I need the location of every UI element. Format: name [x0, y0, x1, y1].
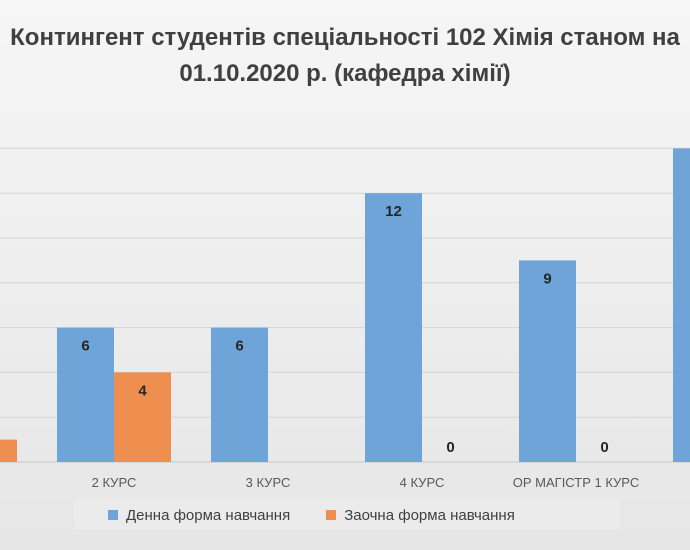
bar-full-time-5	[673, 148, 690, 462]
legend: Денна форма навчання Заочна форма навчан…	[74, 500, 620, 530]
data-label: 4	[138, 382, 147, 399]
chart-title-line-2: 01.10.2020 р. (кафедра хімії)	[179, 60, 511, 87]
bar-full-time-4	[519, 260, 576, 462]
x-tick-label: 3 КУРС	[246, 475, 291, 490]
data-label: 0	[600, 439, 608, 456]
bar-full-time-3	[365, 193, 422, 462]
legend-label-series-1: Денна форма навчання	[126, 506, 291, 524]
bar-part-time-1	[114, 372, 171, 462]
data-label: 6	[81, 338, 89, 355]
chart-title: Контингент студентів спеціальності 102 Х…	[0, 20, 690, 92]
legend-swatch-series-2	[326, 510, 337, 520]
bar-part-time-0	[0, 439, 17, 462]
bar-full-time-1	[57, 327, 114, 462]
legend-label-series-2: Заочна форма навчання	[344, 506, 515, 524]
legend-item-series-2: Заочна форма навчання	[326, 507, 515, 524]
legend-swatch-series-1	[108, 510, 118, 520]
chart-title-line-1: Контингент студентів спеціальності 102 Х…	[10, 24, 680, 51]
data-label: 6	[235, 338, 243, 355]
x-tick-label: 4 КУРС	[400, 475, 445, 490]
x-tick-label: 2 КУРС	[92, 475, 137, 490]
legend-item-series-1: Денна форма навчання	[108, 507, 290, 524]
x-tick-label: ОР МАГІСТР 1 КУРС	[513, 475, 639, 490]
bar-full-time-2	[211, 327, 268, 462]
data-label: 0	[446, 439, 454, 456]
data-label: 9	[543, 270, 551, 287]
data-label: 12	[385, 203, 402, 220]
